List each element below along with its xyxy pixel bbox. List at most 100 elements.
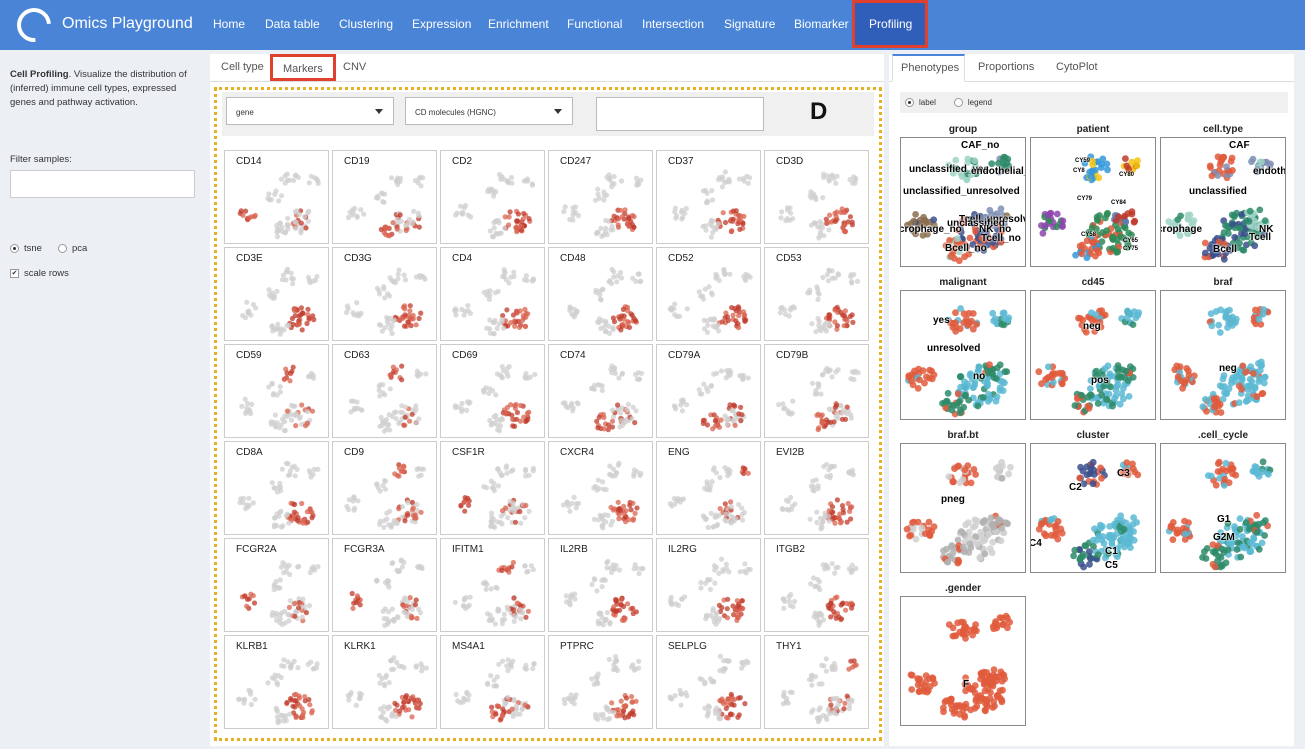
marker-plot-selplg[interactable]: SELPLG bbox=[656, 635, 761, 729]
cell-point bbox=[846, 408, 852, 414]
marker-plot-csf1r[interactable]: CSF1R bbox=[440, 441, 545, 535]
marker-plot-klrk1[interactable]: KLRK1 bbox=[332, 635, 437, 729]
cell-point bbox=[510, 500, 516, 506]
marker-plot-itgb2[interactable]: ITGB2 bbox=[764, 538, 869, 632]
tab-cell-type[interactable]: Cell type bbox=[221, 61, 264, 73]
cell-point bbox=[1236, 515, 1244, 522]
cell-point bbox=[720, 210, 726, 216]
cell-point bbox=[272, 412, 278, 418]
tab-phenotypes[interactable]: Phenotypes bbox=[892, 54, 965, 82]
cell-point bbox=[389, 330, 395, 337]
nav-enrichment[interactable]: Enrichment bbox=[488, 17, 549, 31]
cell-point bbox=[248, 591, 254, 597]
cell-point bbox=[731, 402, 737, 408]
filter-samples-input[interactable] bbox=[10, 170, 195, 198]
cell-point bbox=[832, 275, 838, 281]
marker-plot-cd2[interactable]: CD2 bbox=[440, 150, 545, 244]
cell-point bbox=[305, 218, 311, 224]
cell-point bbox=[981, 687, 989, 695]
cell-point bbox=[985, 530, 992, 538]
cell-point bbox=[399, 363, 405, 369]
tab-proportions[interactable]: Proportions bbox=[978, 61, 1035, 73]
ring-logo-icon[interactable] bbox=[10, 1, 58, 49]
radio-legend[interactable] bbox=[953, 98, 963, 107]
marker-scatter bbox=[345, 655, 429, 724]
nav-home[interactable]: Home bbox=[213, 17, 246, 31]
gene-family-select[interactable]: CD molecules (HGNC) bbox=[405, 97, 573, 125]
marker-label: CD74 bbox=[560, 350, 586, 361]
nav-biomarker[interactable]: Biomarker bbox=[794, 17, 849, 31]
cell-point bbox=[315, 466, 321, 472]
marker-plot-cd59[interactable]: CD59 bbox=[224, 344, 329, 438]
cell-point bbox=[571, 306, 577, 312]
nav-expression[interactable]: Expression bbox=[412, 17, 472, 31]
tab-cytoplot[interactable]: CytoPlot bbox=[1056, 61, 1098, 73]
marker-plot-cd37[interactable]: CD37 bbox=[656, 150, 761, 244]
nav-intersection[interactable]: Intersection bbox=[642, 17, 705, 31]
marker-scatter bbox=[671, 367, 751, 432]
radio-tsne[interactable] bbox=[10, 244, 19, 253]
cell-point bbox=[672, 205, 678, 211]
tab-cnv[interactable]: CNV bbox=[343, 61, 367, 73]
feature-type-select[interactable]: gene bbox=[226, 97, 394, 125]
cell-point bbox=[401, 609, 407, 615]
scale-rows-checkbox[interactable]: ✔ bbox=[10, 269, 19, 278]
cell-point bbox=[399, 377, 405, 383]
cell-point bbox=[719, 696, 725, 702]
cell-point bbox=[988, 160, 996, 168]
cell-point bbox=[723, 511, 729, 517]
marker-plot-eng[interactable]: ENG bbox=[656, 441, 761, 535]
nav-signature[interactable]: Signature bbox=[724, 17, 776, 31]
nav-functional[interactable]: Functional bbox=[567, 17, 623, 31]
cell-point bbox=[820, 274, 826, 280]
marker-plot-cd74[interactable]: CD74 bbox=[548, 344, 653, 438]
cell-point bbox=[729, 408, 735, 414]
marker-plot-ms4a1[interactable]: MS4A1 bbox=[440, 635, 545, 729]
cell-point bbox=[1104, 209, 1111, 217]
marker-plot-il2rb[interactable]: IL2RB bbox=[548, 538, 653, 632]
marker-plot-cd19[interactable]: CD19 bbox=[332, 150, 437, 244]
marker-plot-cd79b[interactable]: CD79B bbox=[764, 344, 869, 438]
marker-plot-cd69[interactable]: CD69 bbox=[440, 344, 545, 438]
marker-plot-cd4[interactable]: CD4 bbox=[440, 247, 545, 341]
marker-plot-fcgr2a[interactable]: FCGR2A bbox=[224, 538, 329, 632]
marker-plot-cxcr4[interactable]: CXCR4 bbox=[548, 441, 653, 535]
cell-point bbox=[518, 603, 524, 609]
marker-plot-cd3e[interactable]: CD3E bbox=[224, 247, 329, 341]
cell-point bbox=[969, 325, 977, 333]
marker-plot-fcgr3a[interactable]: FCGR3A bbox=[332, 538, 437, 632]
marker-plot-cd9[interactable]: CD9 bbox=[332, 441, 437, 535]
nav-clustering[interactable]: Clustering bbox=[339, 17, 394, 31]
app-title[interactable]: Omics Playground bbox=[62, 15, 193, 32]
cell-point bbox=[573, 505, 579, 511]
cell-point bbox=[277, 616, 283, 622]
radio-pca[interactable] bbox=[57, 244, 67, 253]
marker-plot-thy1[interactable]: THY1 bbox=[764, 635, 869, 729]
marker-plot-cd14[interactable]: CD14 bbox=[224, 150, 329, 244]
marker-plot-cd3g[interactable]: CD3G bbox=[332, 247, 437, 341]
cell-point bbox=[250, 500, 256, 506]
marker-plot-cd48[interactable]: CD48 bbox=[548, 247, 653, 341]
radio-label[interactable] bbox=[905, 98, 914, 107]
marker-plot-cd8a[interactable]: CD8A bbox=[224, 441, 329, 535]
cell-point bbox=[1165, 218, 1173, 225]
marker-plot-cd247[interactable]: CD247 bbox=[548, 150, 653, 244]
marker-plot-ifitm1[interactable]: IFITM1 bbox=[440, 538, 545, 632]
marker-plot-klrb1[interactable]: KLRB1 bbox=[224, 635, 329, 729]
marker-plot-il2rg[interactable]: IL2RG bbox=[656, 538, 761, 632]
cell-point bbox=[591, 485, 597, 491]
marker-plot-cd53[interactable]: CD53 bbox=[764, 247, 869, 341]
marker-plot-cd52[interactable]: CD52 bbox=[656, 247, 761, 341]
marker-plot-cd3d[interactable]: CD3D bbox=[764, 150, 869, 244]
nav-profiling[interactable]: Profiling bbox=[852, 0, 928, 48]
tab-markers[interactable]: Markers bbox=[270, 54, 336, 81]
cell-point bbox=[276, 584, 282, 591]
marker-plot-evi2b[interactable]: EVI2B bbox=[764, 441, 869, 535]
marker-plot-cd79a[interactable]: CD79A bbox=[656, 344, 761, 438]
scale-rows-toggle[interactable]: ✔ scale rows bbox=[10, 268, 69, 279]
cell-point bbox=[504, 663, 510, 669]
marker-plot-cd63[interactable]: CD63 bbox=[332, 344, 437, 438]
marker-search-input[interactable] bbox=[596, 97, 764, 131]
marker-plot-ptprc[interactable]: PTPRC bbox=[548, 635, 653, 729]
nav-data-table[interactable]: Data table bbox=[265, 17, 320, 31]
